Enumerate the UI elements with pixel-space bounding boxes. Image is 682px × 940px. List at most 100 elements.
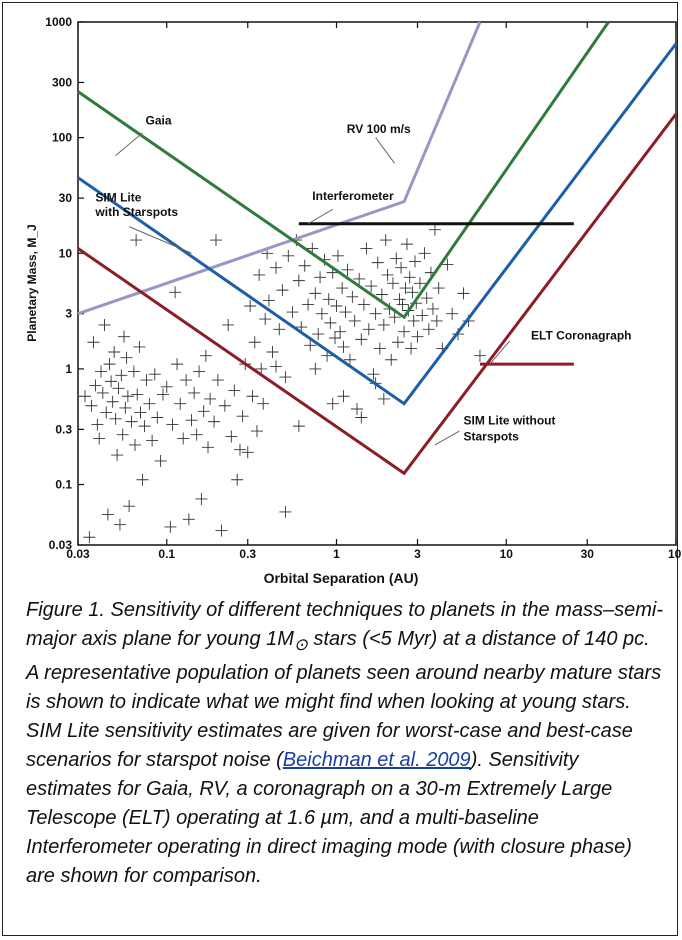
citation-link[interactable]: Beichman et al. 2009 [282, 749, 471, 771]
planet-marker [341, 263, 354, 276]
planet-marker [407, 314, 420, 327]
planet-marker [314, 271, 327, 284]
planet-marker [369, 307, 382, 320]
planet-marker [432, 282, 445, 295]
annotation-label: SIM Lite [95, 191, 141, 205]
planet-marker [98, 318, 111, 331]
planet-marker [116, 428, 129, 441]
planet-marker [241, 446, 254, 459]
figure-caption: Figure 1. Sensitivity of different techn… [26, 596, 666, 891]
planet-marker [430, 314, 443, 327]
planet-marker [396, 298, 409, 311]
planet-marker [398, 325, 411, 338]
planet-marker [339, 306, 352, 319]
caption-text-3: ). Sensitivity estimates for Gaia, RV, a… [26, 749, 632, 887]
planet-marker [146, 434, 159, 447]
planet-marker [244, 299, 257, 312]
planet-marker [83, 531, 96, 544]
planet-marker [100, 406, 113, 419]
planet-marker [262, 294, 275, 307]
planet-marker [346, 290, 359, 303]
planet-marker [279, 505, 292, 518]
y-tick-label: 3 [65, 307, 72, 321]
x-tick-label: 0.1 [158, 547, 175, 561]
planet-marker [255, 362, 268, 375]
planet-marker [123, 500, 136, 513]
planet-marker [312, 328, 325, 341]
y-tick-label: 1000 [45, 15, 72, 29]
planet-marker [115, 369, 128, 382]
planet-marker [96, 386, 109, 399]
x-tick-label: 0.03 [66, 547, 90, 561]
planet-marker [182, 513, 195, 526]
planet-marker [93, 432, 106, 445]
annotation-label: SIM Lite without [464, 414, 556, 428]
planet-marker [418, 247, 431, 260]
planet-marker [298, 259, 311, 272]
planet-marker [399, 282, 412, 295]
planet-marker [177, 432, 190, 445]
planet-marker [457, 287, 470, 300]
planet-marker [473, 349, 486, 362]
planet-marker [231, 473, 244, 486]
planet-marker [120, 351, 133, 364]
planet-marker [337, 390, 350, 403]
planet-marker [197, 405, 210, 418]
planet-marker [371, 256, 384, 269]
planet-marker [357, 298, 370, 311]
planet-marker [379, 234, 392, 247]
planet-marker [204, 392, 217, 405]
planet-marker [121, 390, 134, 403]
planet-marker [211, 374, 224, 387]
planet-marker [188, 386, 201, 399]
planet-marker [355, 411, 368, 424]
planet-marker [190, 428, 203, 441]
planet-marker [343, 353, 356, 366]
planet-marker [113, 518, 126, 531]
planet-marker [151, 411, 164, 424]
planet-marker [348, 314, 361, 327]
planet-marker [391, 336, 404, 349]
planet-marker [362, 323, 375, 336]
annotation-pointer [115, 132, 143, 156]
planet-marker [91, 418, 104, 431]
planet-marker [208, 415, 221, 428]
planet-marker [408, 255, 421, 268]
planet-marker [329, 332, 342, 345]
planet-marker [381, 268, 394, 281]
x-tick-label: 3 [414, 547, 421, 561]
planet-marker [269, 360, 282, 373]
sensitivity-chart: 0.03 0.1 0.3 1 3 10 30 10 0.03 0.1 0.3 1 3 10 30 100 300… [25, 15, 682, 561]
planet-marker [222, 318, 235, 331]
planet-marker [257, 397, 270, 410]
planet-markers [79, 223, 486, 544]
planet-marker [127, 365, 140, 378]
y-tick-label: 0.1 [55, 478, 72, 492]
planet-marker [322, 293, 335, 306]
planet-marker [160, 380, 173, 393]
planet-marker [193, 365, 206, 378]
planet-marker [199, 349, 212, 362]
planet-marker [282, 249, 295, 262]
planet-marker [315, 307, 328, 320]
planet-marker [350, 403, 363, 416]
y-tick-label: 10 [59, 246, 73, 260]
planet-marker [273, 323, 286, 336]
y-axis-label: Planetary Mass, M_J [25, 224, 39, 341]
planet-marker [400, 238, 413, 251]
planet-marker [138, 420, 151, 433]
planet-marker [105, 375, 118, 388]
planet-marker [95, 365, 108, 378]
planet-marker [236, 410, 249, 423]
annotation-label: Gaia [146, 113, 172, 127]
planet-marker [202, 441, 215, 454]
annotation-pointer [434, 430, 460, 446]
planet-marker [133, 340, 146, 353]
x-tick-label: 0.3 [239, 547, 256, 561]
planet-marker [386, 277, 399, 290]
planet-marker [166, 418, 179, 431]
planet-marker [405, 342, 418, 355]
planet-marker [180, 374, 193, 387]
